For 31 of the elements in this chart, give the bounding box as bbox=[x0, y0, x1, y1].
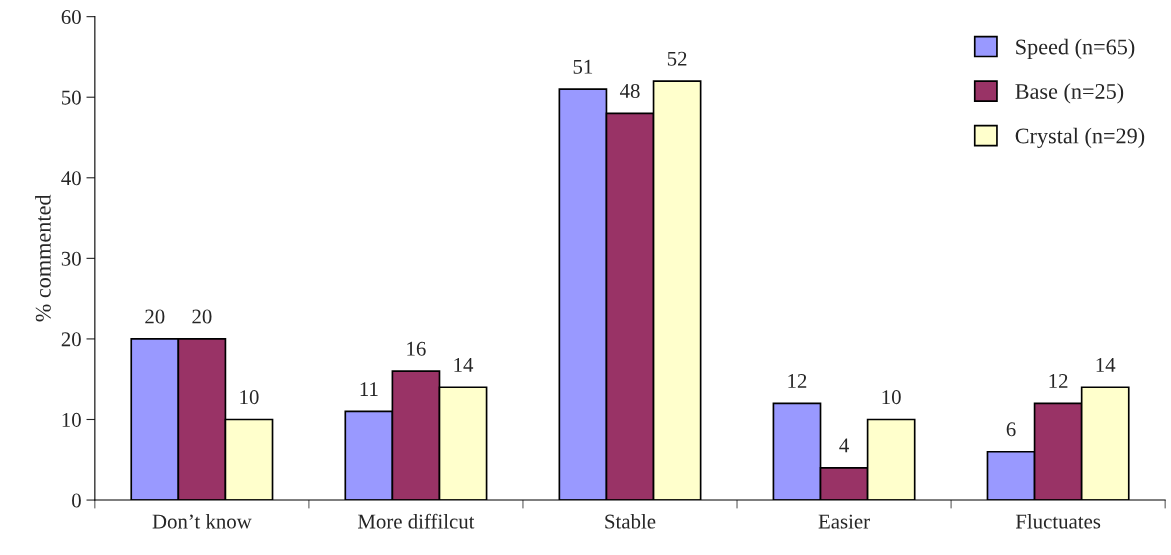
data-label: 11 bbox=[360, 382, 378, 396]
y-tick-label: 30 bbox=[61, 251, 81, 266]
data-label: 10 bbox=[240, 390, 259, 405]
data-label: 20 bbox=[145, 309, 165, 324]
data-label: 14 bbox=[1096, 357, 1116, 372]
data-label: 12 bbox=[1049, 374, 1068, 388]
data-label: 12 bbox=[788, 374, 807, 388]
y-tick-label: 50 bbox=[62, 90, 81, 105]
data-label: 10 bbox=[882, 390, 901, 405]
x-tick-label: Stable bbox=[605, 513, 656, 529]
y-tick-label: 0 bbox=[72, 493, 81, 508]
data-label: 20 bbox=[192, 309, 212, 324]
x-tick-label: Fluctuates bbox=[1015, 513, 1101, 529]
data-label: 6 bbox=[1006, 422, 1016, 437]
data-label: 51 bbox=[573, 59, 593, 74]
legend-label: Crystal (n=29) bbox=[1015, 127, 1145, 149]
y-tick-label: 10 bbox=[62, 412, 81, 427]
x-tick-label: Easier bbox=[818, 514, 870, 529]
legend-label: Speed (n=65) bbox=[1016, 38, 1135, 59]
y-tick-label: 60 bbox=[61, 10, 81, 25]
data-label: 16 bbox=[407, 341, 426, 356]
data-label: 4 bbox=[839, 438, 849, 453]
data-label: 14 bbox=[454, 357, 474, 372]
legend-label: Base (n=25) bbox=[1015, 83, 1124, 104]
y-axis-title: % commented bbox=[35, 194, 51, 322]
data-label: 52 bbox=[667, 51, 687, 66]
y-tick-label: 20 bbox=[61, 332, 81, 347]
y-tick-label: 40 bbox=[61, 171, 81, 186]
data-label: 48 bbox=[619, 83, 640, 98]
x-tick-label: Don’t know bbox=[152, 513, 252, 529]
x-tick-label: More diffilcut bbox=[358, 513, 475, 529]
